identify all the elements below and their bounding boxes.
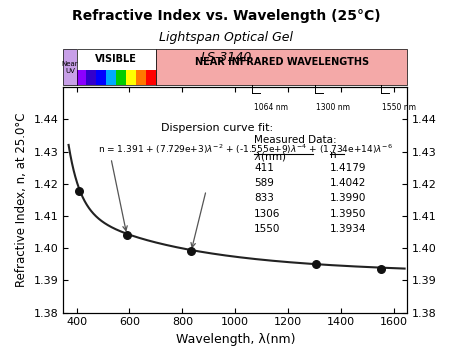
Text: 1.3950: 1.3950 bbox=[329, 209, 365, 219]
Y-axis label: Refractive Index, n, at 25.0°C: Refractive Index, n, at 25.0°C bbox=[15, 113, 28, 287]
Text: 1064 nm: 1064 nm bbox=[253, 104, 287, 112]
Bar bbox=[76, 70, 86, 86]
Text: Lightspan Optical Gel: Lightspan Optical Gel bbox=[159, 31, 292, 44]
Bar bbox=[156, 49, 406, 86]
Text: 833: 833 bbox=[253, 193, 273, 203]
Text: LS-3140: LS-3140 bbox=[200, 51, 251, 64]
Text: Refractive Index vs. Wavelength (25°C): Refractive Index vs. Wavelength (25°C) bbox=[72, 9, 379, 23]
Text: 1.4179: 1.4179 bbox=[329, 163, 366, 173]
Bar bbox=[126, 70, 136, 86]
Text: 1306: 1306 bbox=[253, 209, 280, 219]
Bar bbox=[106, 70, 116, 86]
Point bbox=[123, 232, 130, 238]
Text: Measured Data:: Measured Data: bbox=[253, 135, 336, 144]
Bar bbox=[96, 70, 106, 86]
Bar bbox=[136, 70, 146, 86]
Text: 411: 411 bbox=[253, 163, 273, 173]
Point bbox=[187, 248, 194, 254]
Bar bbox=[86, 70, 96, 86]
Bar bbox=[76, 49, 156, 86]
Text: 1550 nm: 1550 nm bbox=[381, 104, 415, 112]
Bar bbox=[146, 70, 156, 86]
Text: $\lambda$(nm): $\lambda$(nm) bbox=[253, 150, 286, 163]
Text: 1.3990: 1.3990 bbox=[329, 193, 365, 203]
Bar bbox=[63, 49, 76, 86]
Point bbox=[312, 261, 319, 267]
Text: Dispersion curve fit:: Dispersion curve fit: bbox=[161, 123, 273, 133]
Text: 1.4042: 1.4042 bbox=[329, 178, 365, 188]
Text: NEAR INFRARED WAVELENGTHS: NEAR INFRARED WAVELENGTHS bbox=[194, 57, 368, 67]
Text: n: n bbox=[329, 150, 336, 160]
Bar bbox=[116, 70, 126, 86]
Text: 589: 589 bbox=[253, 178, 273, 188]
Text: VISIBLE: VISIBLE bbox=[95, 55, 137, 64]
Text: 1.3934: 1.3934 bbox=[329, 224, 366, 234]
Text: Near
UV: Near UV bbox=[61, 61, 78, 74]
Point bbox=[376, 266, 383, 272]
X-axis label: Wavelength, λ(nm): Wavelength, λ(nm) bbox=[175, 333, 295, 346]
Text: 1550: 1550 bbox=[253, 224, 280, 234]
Bar bbox=[76, 49, 156, 70]
Text: n = 1.391 + (7.729e+3)$\lambda^{-2}$ + (-1.555e+9)$\lambda^{-4}$ + (1.734e+14)$\: n = 1.391 + (7.729e+3)$\lambda^{-2}$ + (… bbox=[97, 143, 391, 156]
Text: 1300 nm: 1300 nm bbox=[315, 104, 349, 112]
Point bbox=[76, 188, 83, 193]
